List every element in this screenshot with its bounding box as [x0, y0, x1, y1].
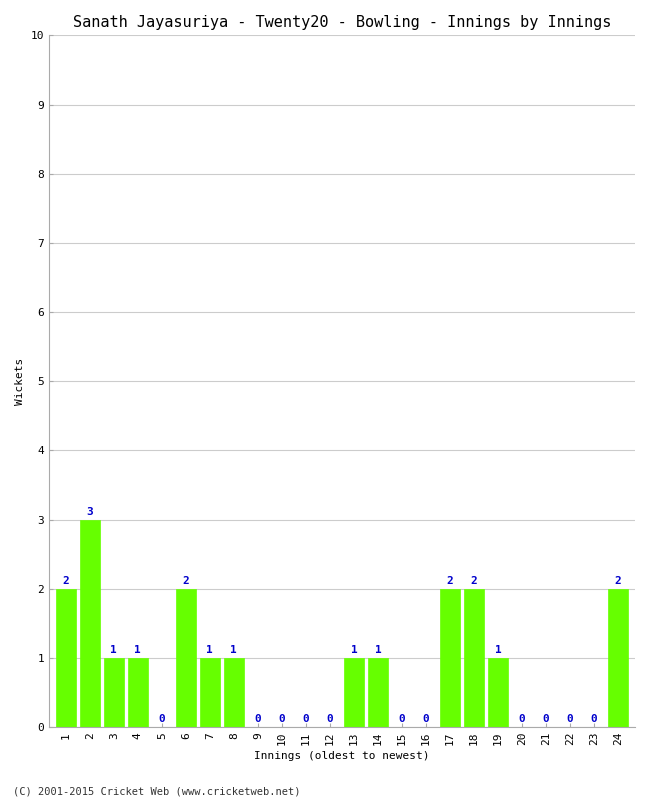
Text: 0: 0 — [567, 714, 573, 724]
Bar — [464, 589, 484, 727]
Text: 1: 1 — [350, 645, 358, 655]
Text: 0: 0 — [591, 714, 597, 724]
Title: Sanath Jayasuriya - Twenty20 - Bowling - Innings by Innings: Sanath Jayasuriya - Twenty20 - Bowling -… — [73, 15, 611, 30]
Text: 0: 0 — [422, 714, 430, 724]
Text: 0: 0 — [302, 714, 309, 724]
Bar — [344, 658, 364, 727]
Bar — [127, 658, 148, 727]
Bar — [224, 658, 244, 727]
Bar — [79, 519, 100, 727]
Bar — [176, 589, 196, 727]
Bar — [368, 658, 388, 727]
Text: 0: 0 — [519, 714, 525, 724]
Text: 3: 3 — [86, 506, 93, 517]
Text: 1: 1 — [495, 645, 501, 655]
Text: 2: 2 — [615, 576, 621, 586]
Bar — [55, 589, 76, 727]
Text: 0: 0 — [398, 714, 406, 724]
Text: 2: 2 — [183, 576, 189, 586]
Text: 0: 0 — [159, 714, 165, 724]
Text: 0: 0 — [279, 714, 285, 724]
X-axis label: Innings (oldest to newest): Innings (oldest to newest) — [254, 751, 430, 761]
Text: 1: 1 — [135, 645, 141, 655]
Bar — [103, 658, 124, 727]
Text: 0: 0 — [326, 714, 333, 724]
Text: 2: 2 — [471, 576, 478, 586]
Bar — [488, 658, 508, 727]
Text: 0: 0 — [255, 714, 261, 724]
Bar — [200, 658, 220, 727]
Y-axis label: Wickets: Wickets — [15, 358, 25, 405]
Bar — [440, 589, 460, 727]
Text: 1: 1 — [207, 645, 213, 655]
Text: 2: 2 — [447, 576, 454, 586]
Text: 2: 2 — [62, 576, 69, 586]
Text: 0: 0 — [543, 714, 549, 724]
Text: (C) 2001-2015 Cricket Web (www.cricketweb.net): (C) 2001-2015 Cricket Web (www.cricketwe… — [13, 786, 300, 796]
Text: 1: 1 — [111, 645, 117, 655]
Bar — [608, 589, 629, 727]
Text: 1: 1 — [374, 645, 382, 655]
Text: 1: 1 — [231, 645, 237, 655]
